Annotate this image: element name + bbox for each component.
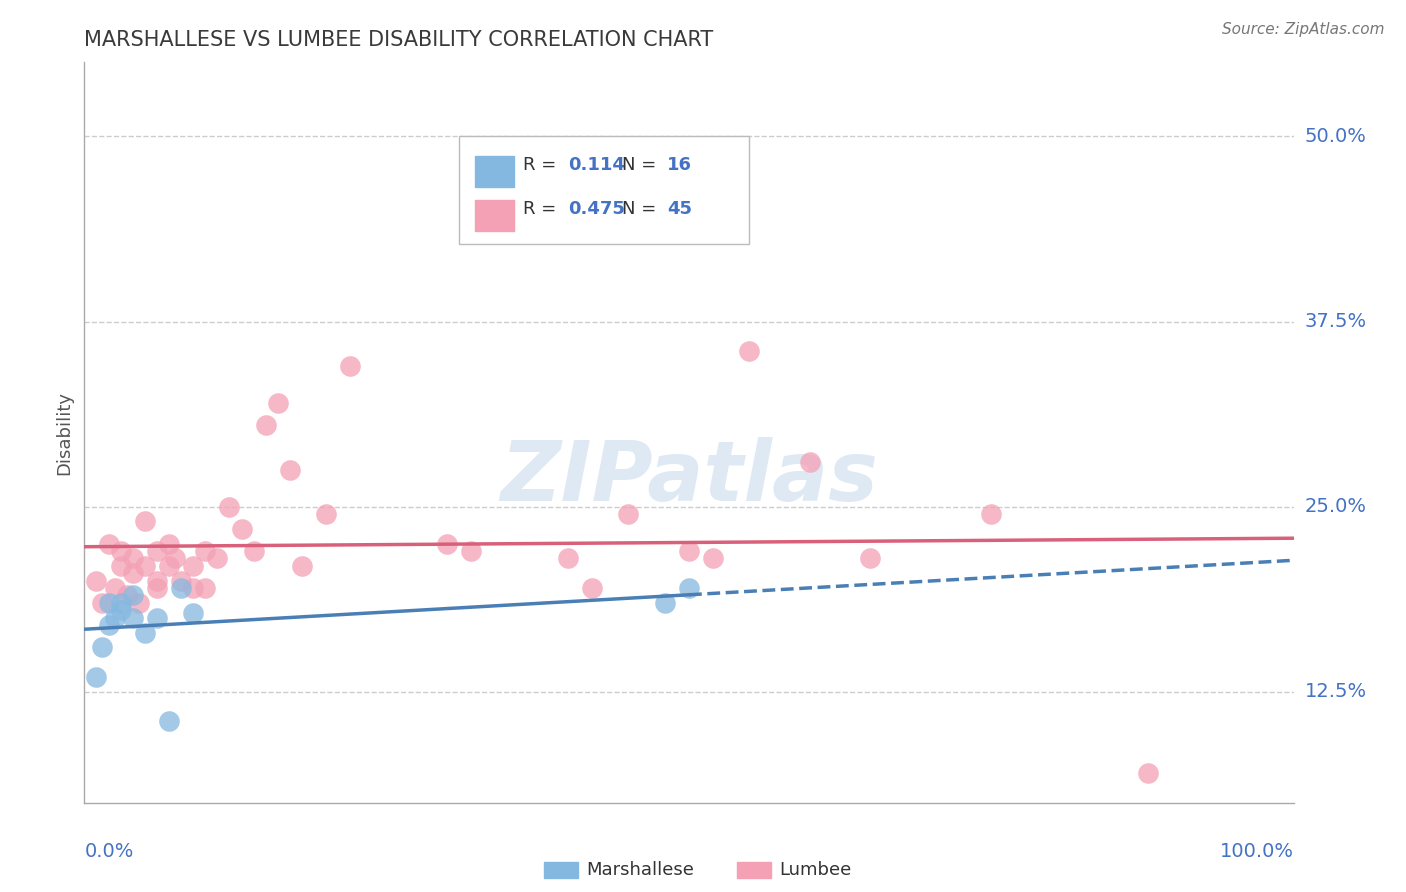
Text: 0.114: 0.114 <box>568 156 624 174</box>
Point <box>231 522 253 536</box>
Point <box>581 581 603 595</box>
Point <box>121 589 143 603</box>
Point <box>181 558 204 573</box>
Text: 50.0%: 50.0% <box>1305 127 1367 146</box>
Point <box>799 455 821 469</box>
Point <box>165 551 187 566</box>
Point <box>134 625 156 640</box>
Point <box>110 596 132 610</box>
Text: Source: ZipAtlas.com: Source: ZipAtlas.com <box>1222 22 1385 37</box>
Point <box>157 558 180 573</box>
Point <box>291 558 314 573</box>
Point <box>170 581 193 595</box>
Point <box>242 544 264 558</box>
Point <box>218 500 240 514</box>
Point <box>91 596 114 610</box>
Point <box>194 581 217 595</box>
Point <box>97 536 120 550</box>
Bar <box>737 862 770 879</box>
Point <box>678 581 700 595</box>
Point <box>104 581 127 595</box>
Point <box>702 551 724 566</box>
Text: R =: R = <box>523 200 562 219</box>
Text: Marshallese: Marshallese <box>586 861 695 880</box>
Point <box>146 544 169 558</box>
Text: 100.0%: 100.0% <box>1219 842 1294 861</box>
Point <box>1137 766 1160 780</box>
Point <box>339 359 361 373</box>
Point <box>134 515 156 529</box>
Text: 12.5%: 12.5% <box>1305 682 1367 701</box>
Point <box>110 603 132 617</box>
Point <box>157 536 180 550</box>
Text: Lumbee: Lumbee <box>780 861 852 880</box>
Point <box>146 574 169 588</box>
Point <box>267 396 290 410</box>
Point <box>617 507 640 521</box>
Point <box>104 611 127 625</box>
Point <box>859 551 882 566</box>
Point <box>738 344 761 359</box>
Point <box>460 544 482 558</box>
Point <box>678 544 700 558</box>
Text: 0.0%: 0.0% <box>84 842 134 861</box>
Text: ZIPatlas: ZIPatlas <box>501 436 877 517</box>
Point <box>86 670 108 684</box>
Point <box>157 714 180 729</box>
Point <box>121 551 143 566</box>
Point <box>110 558 132 573</box>
Bar <box>475 155 513 186</box>
Point <box>278 462 301 476</box>
Point <box>254 418 277 433</box>
Point <box>97 596 120 610</box>
Point <box>436 536 458 550</box>
Text: 25.0%: 25.0% <box>1305 497 1367 516</box>
Point <box>146 581 169 595</box>
Point <box>91 640 114 655</box>
Point <box>134 558 156 573</box>
Text: 45: 45 <box>668 200 692 219</box>
Text: MARSHALLESE VS LUMBEE DISABILITY CORRELATION CHART: MARSHALLESE VS LUMBEE DISABILITY CORRELA… <box>84 29 714 50</box>
Point <box>557 551 579 566</box>
Point <box>86 574 108 588</box>
Point <box>121 611 143 625</box>
Point <box>207 551 229 566</box>
Text: N =: N = <box>623 200 662 219</box>
Point <box>110 544 132 558</box>
Point <box>315 507 337 521</box>
Y-axis label: Disability: Disability <box>55 391 73 475</box>
Point <box>170 574 193 588</box>
Text: 37.5%: 37.5% <box>1305 312 1367 331</box>
Text: 0.475: 0.475 <box>568 200 624 219</box>
Text: N =: N = <box>623 156 662 174</box>
Point <box>97 618 120 632</box>
Point <box>115 589 138 603</box>
Point <box>654 596 676 610</box>
Point <box>128 596 150 610</box>
Point <box>121 566 143 581</box>
Point <box>181 607 204 621</box>
Text: 16: 16 <box>668 156 692 174</box>
Point <box>146 611 169 625</box>
FancyBboxPatch shape <box>460 136 749 244</box>
Point <box>980 507 1002 521</box>
Point <box>194 544 217 558</box>
Bar <box>544 862 578 879</box>
Text: R =: R = <box>523 156 562 174</box>
Bar <box>475 200 513 231</box>
Point <box>181 581 204 595</box>
